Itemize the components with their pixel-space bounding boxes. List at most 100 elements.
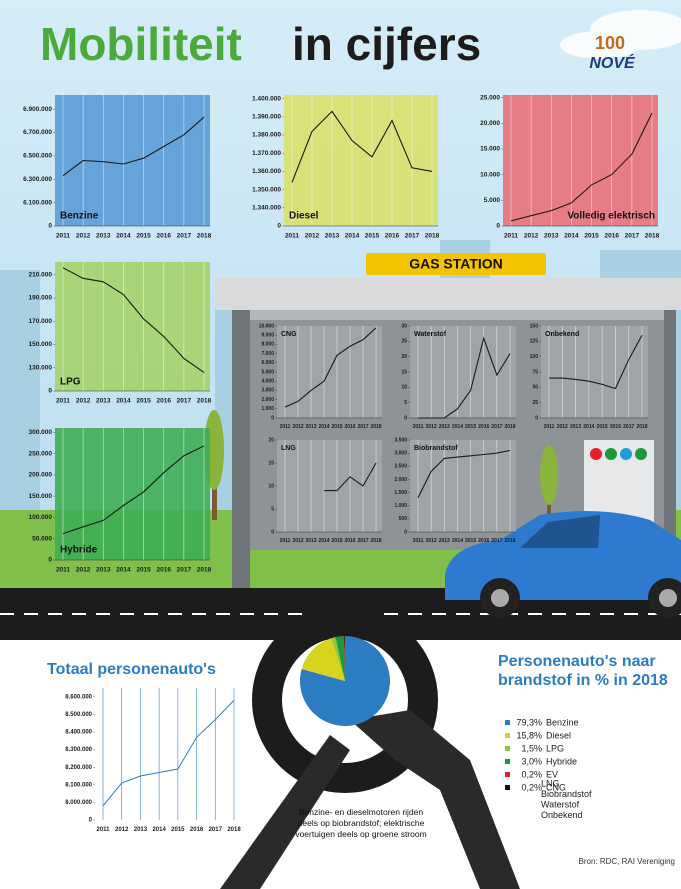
x-tick-label: 2018 xyxy=(197,233,212,240)
chart-title: Benzine xyxy=(60,211,99,222)
x-tick-label: 2012 xyxy=(292,538,303,544)
note: Benzine- en dieselmotoren rijden deels o… xyxy=(295,807,427,839)
legend-swatch xyxy=(505,772,510,777)
plot-area xyxy=(284,95,438,226)
y-tick-label: 500 xyxy=(399,516,408,522)
x-tick-label: 2017 xyxy=(623,424,634,430)
y-tick-label: 50 xyxy=(532,385,538,391)
y-tick-label: 8.000 xyxy=(261,342,274,348)
y-tick-label: 1.400.000 xyxy=(252,95,281,102)
y-tick-label: 0 xyxy=(404,415,407,421)
data-line xyxy=(510,112,653,222)
plot-area xyxy=(55,428,210,560)
y-tick-label: 1.500 xyxy=(394,490,407,496)
y-tick-label: 6.700.000 xyxy=(23,129,52,136)
x-tick-label: 2016 xyxy=(156,233,171,240)
x-tick-label: 2014 xyxy=(452,538,463,544)
x-tick-label: 2011 xyxy=(280,538,291,544)
x-tick-label: 2016 xyxy=(610,424,621,430)
y-tick-label: 8.600.000 xyxy=(65,694,92,700)
data-line xyxy=(418,336,511,419)
y-tick-label: 20 xyxy=(401,354,407,360)
data-line xyxy=(324,462,377,492)
pie-slice xyxy=(300,636,391,726)
legend-value: 79,3% xyxy=(516,717,542,727)
legend-label: Biobrandstof xyxy=(541,789,592,799)
y-tick-label: 2.000 xyxy=(394,477,407,483)
x-tick-label: 2014 xyxy=(318,424,329,430)
pie-slice xyxy=(344,636,345,681)
y-tick-label: 0 xyxy=(89,818,93,824)
data-line xyxy=(62,445,205,535)
legend-swatch xyxy=(505,785,510,790)
y-tick-label: 150 xyxy=(530,323,539,329)
y-tick-label: 4.000 xyxy=(261,379,274,385)
y-tick-label: 0 xyxy=(48,223,52,230)
y-tick-label: 250.000 xyxy=(29,450,53,457)
pie-slice xyxy=(331,637,345,681)
x-tick-label: 2015 xyxy=(136,233,151,240)
chart-title: Biobrandstof xyxy=(414,445,458,452)
x-tick-label: 2011 xyxy=(96,827,110,833)
sign-text: GAS STATION xyxy=(409,256,503,272)
y-tick-label: 8.200.000 xyxy=(65,765,92,771)
chart-title: CNG xyxy=(281,331,297,338)
station-band xyxy=(250,310,664,320)
y-tick-label: 20.000 xyxy=(480,120,500,127)
x-tick-label: 2012 xyxy=(426,538,437,544)
x-tick-label: 2011 xyxy=(280,424,291,430)
x-tick-label: 2016 xyxy=(604,233,619,240)
y-tick-label: 15.000 xyxy=(480,146,500,153)
data-line xyxy=(102,699,235,807)
y-tick-label: 15 xyxy=(268,460,274,466)
x-tick-label: 2011 xyxy=(544,424,555,430)
y-tick-label: 8.100.000 xyxy=(65,782,92,788)
y-tick-label: 0 xyxy=(404,529,407,535)
x-tick-label: 2016 xyxy=(344,424,355,430)
y-tick-label: 7.000 xyxy=(261,351,274,357)
x-tick-label: 2014 xyxy=(318,538,329,544)
x-tick-label: 2017 xyxy=(491,538,502,544)
plot-area xyxy=(55,95,210,226)
y-tick-label: 6.000 xyxy=(261,360,274,366)
x-tick-label: 2011 xyxy=(56,398,70,405)
nozzle xyxy=(350,710,520,889)
pillar xyxy=(232,310,250,590)
legend-label: EV xyxy=(546,769,558,779)
x-tick-label: 2018 xyxy=(636,424,647,430)
x-tick-label: 2011 xyxy=(413,424,424,430)
legend-label: Hybride xyxy=(546,756,577,766)
y-tick-label: 10 xyxy=(401,385,407,391)
x-tick-label: 2012 xyxy=(76,233,91,240)
x-tick-label: 2018 xyxy=(227,827,241,833)
plot-area xyxy=(95,688,240,820)
chart-title: Onbekend xyxy=(545,331,579,338)
data-line xyxy=(284,327,377,408)
data-line xyxy=(291,110,433,183)
y-tick-label: 130.000 xyxy=(29,364,53,371)
x-tick-label: 2014 xyxy=(564,233,579,240)
y-tick-label: 5 xyxy=(404,400,407,406)
x-tick-label: 2011 xyxy=(56,233,70,240)
y-tick-label: 1.380.000 xyxy=(252,132,281,139)
source: Bron: RDC, RAI Vereniging xyxy=(579,857,676,866)
x-tick-label: 2012 xyxy=(76,567,91,574)
y-tick-label: 1.360.000 xyxy=(252,168,281,175)
y-tick-label: 8.000.000 xyxy=(65,800,92,806)
x-tick-label: 2013 xyxy=(305,538,316,544)
x-tick-label: 2013 xyxy=(570,424,581,430)
x-tick-label: 2018 xyxy=(504,538,515,544)
x-tick-label: 2013 xyxy=(439,424,450,430)
plot-area xyxy=(541,326,648,418)
pie-title: Personenauto's naar brandstof in % in 20… xyxy=(498,653,668,689)
y-tick-label: 3.000 xyxy=(394,450,407,456)
x-tick-label: 2017 xyxy=(209,827,223,833)
y-tick-label: 2.500 xyxy=(394,464,407,470)
x-tick-label: 2013 xyxy=(96,398,111,405)
data-line xyxy=(62,267,205,373)
logo-bottom: NOVÉ xyxy=(589,53,636,72)
sign-board xyxy=(366,253,546,275)
legend-label: LPG xyxy=(546,743,564,753)
y-tick-label: 170.000 xyxy=(29,318,53,325)
